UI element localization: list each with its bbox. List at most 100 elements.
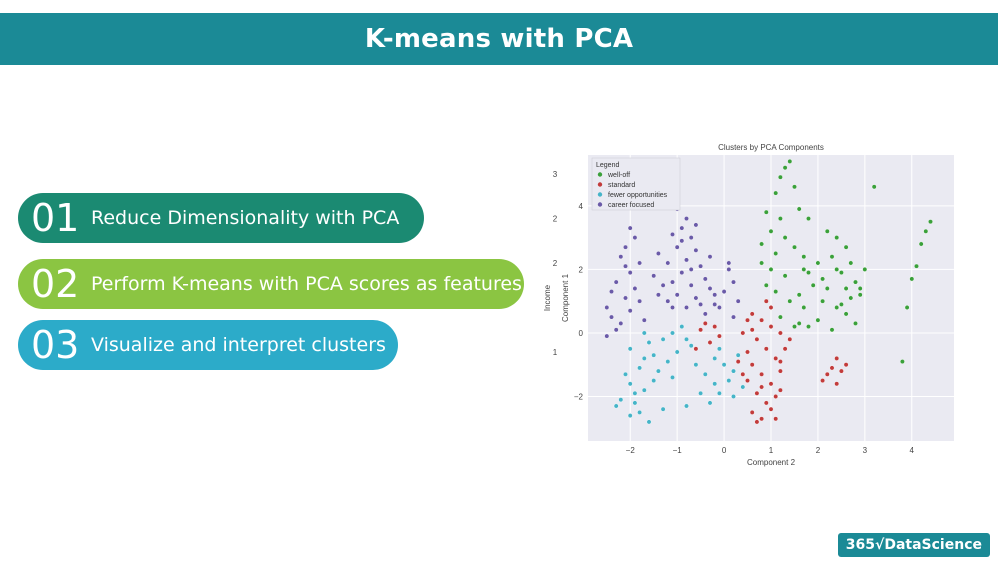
- data-point: [834, 305, 840, 310]
- data-point: [787, 336, 793, 342]
- data-point: [759, 241, 765, 247]
- data-point: [684, 305, 689, 310]
- data-point: [777, 387, 783, 393]
- data-point: [735, 298, 741, 304]
- data-point: [627, 225, 633, 231]
- data-point: [834, 355, 840, 361]
- data-point: [641, 355, 647, 361]
- data-point: [768, 228, 774, 234]
- data-point: [688, 343, 694, 349]
- data-point: [745, 317, 750, 323]
- data-point: [665, 359, 671, 365]
- data-point: [655, 251, 661, 256]
- data-point: [707, 254, 713, 260]
- data-point: [688, 235, 694, 241]
- data-point: [848, 260, 854, 266]
- data-point: [651, 273, 657, 279]
- data-point: [632, 390, 638, 396]
- data-point: [801, 266, 807, 272]
- data-point: [684, 336, 689, 342]
- y-axis-label: Component 1: [561, 273, 570, 322]
- data-point: [759, 371, 765, 377]
- data-point: [698, 327, 704, 333]
- data-point: [820, 276, 825, 282]
- data-point: [670, 305, 675, 310]
- data-point: [815, 260, 821, 266]
- pca-cluster-chart: −2 −1 0 1 2 3 4 −2 0 2 4 3 2 2 1 Income Component 1 Compo…: [530, 135, 970, 475]
- data-point: [773, 289, 779, 295]
- x-tick-label: −2: [626, 446, 636, 455]
- data-point: [655, 368, 661, 374]
- data-point: [782, 235, 788, 241]
- legend-marker: [597, 192, 603, 197]
- data-point: [768, 266, 774, 272]
- data-point: [777, 216, 783, 222]
- data-point: [871, 184, 877, 190]
- data-point: [773, 355, 779, 361]
- data-point: [651, 352, 657, 358]
- legend-marker: [597, 202, 603, 207]
- data-point: [670, 330, 675, 336]
- data-point: [721, 289, 727, 295]
- data-point: [838, 301, 844, 307]
- data-point: [777, 359, 783, 365]
- step-03: 03 Visualize and interpret clusters: [18, 320, 398, 370]
- ghost-axis-label: Income: [543, 284, 552, 311]
- data-point: [763, 209, 769, 215]
- data-point: [684, 257, 689, 263]
- data-point: [665, 298, 671, 304]
- data-point: [702, 320, 708, 326]
- data-point: [796, 292, 802, 298]
- data-point: [637, 409, 643, 415]
- step-label: Perform K-means with PCA scores as featu…: [91, 273, 522, 295]
- data-point: [623, 295, 628, 301]
- data-point: [749, 311, 755, 317]
- data-point: [754, 336, 760, 342]
- data-point: [613, 279, 619, 285]
- data-point: [693, 362, 699, 368]
- data-point: [660, 336, 666, 342]
- legend-entry: fewer opportunities: [608, 192, 668, 199]
- data-point: [693, 295, 699, 301]
- data-point: [731, 279, 736, 285]
- data-point: [829, 365, 835, 371]
- data-point: [928, 219, 933, 225]
- data-point: [618, 397, 624, 403]
- data-point: [637, 365, 643, 371]
- data-point: [801, 254, 807, 260]
- data-point: [731, 394, 736, 399]
- x-tick-label: 3: [863, 446, 868, 455]
- chart-title: Clusters by PCA Components: [718, 143, 824, 152]
- data-point: [627, 346, 633, 352]
- step-label: Visualize and interpret clusters: [91, 334, 386, 356]
- data-point: [712, 355, 718, 361]
- data-point: [726, 260, 732, 266]
- data-point: [712, 292, 718, 298]
- data-point: [655, 292, 661, 298]
- data-point: [768, 381, 774, 387]
- ghost-tick-label: 2: [553, 215, 558, 224]
- ghost-tick-label: 2: [553, 259, 558, 268]
- data-point: [773, 416, 779, 422]
- data-point: [707, 340, 713, 345]
- data-point: [792, 184, 797, 190]
- data-point: [853, 279, 858, 285]
- data-point: [763, 346, 769, 352]
- data-point: [731, 314, 736, 320]
- data-point: [824, 371, 830, 377]
- data-point: [613, 403, 619, 409]
- data-point: [726, 266, 732, 272]
- data-point: [735, 352, 741, 358]
- data-point: [627, 270, 633, 276]
- legend-entry: career focused: [608, 202, 654, 209]
- data-point: [834, 266, 840, 272]
- data-point: [857, 286, 863, 291]
- data-point: [838, 270, 844, 276]
- data-point: [829, 254, 835, 260]
- data-point: [777, 368, 783, 374]
- data-point: [670, 232, 675, 237]
- data-point: [641, 317, 647, 323]
- data-point: [749, 409, 755, 415]
- data-point: [834, 235, 840, 241]
- data-point: [862, 266, 868, 272]
